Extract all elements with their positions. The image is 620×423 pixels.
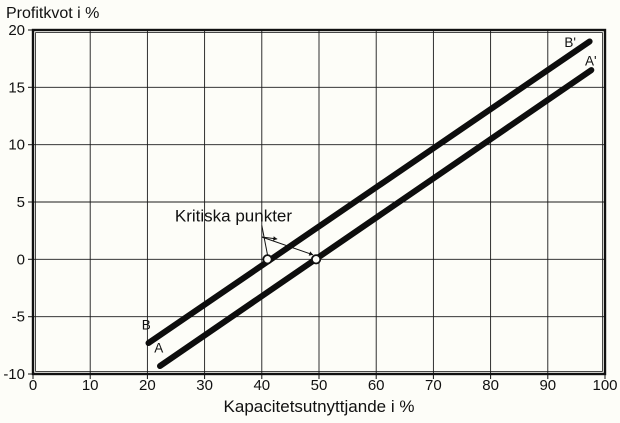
svg-text:A': A' [585,54,597,69]
svg-text:15: 15 [8,79,25,96]
svg-text:10: 10 [8,137,25,154]
svg-text:5: 5 [17,194,25,211]
svg-text:0: 0 [29,377,37,394]
svg-text:100: 100 [592,377,617,394]
svg-text:10: 10 [82,377,99,394]
svg-text:40: 40 [253,377,270,394]
svg-text:60: 60 [368,377,385,394]
svg-text:50: 50 [311,377,328,394]
svg-text:B': B' [564,35,576,50]
svg-text:90: 90 [539,377,556,394]
svg-text:20: 20 [8,22,25,39]
svg-text:A: A [154,341,163,356]
svg-text:Kapacitetsutnyttjande i %: Kapacitetsutnyttjande i % [224,397,415,416]
svg-text:Kritiska punkter: Kritiska punkter [175,207,292,226]
svg-text:-10: -10 [3,366,25,383]
svg-text:0: 0 [17,251,25,268]
svg-text:-5: -5 [12,309,25,326]
svg-text:20: 20 [139,377,156,394]
svg-text:30: 30 [196,377,213,394]
svg-text:80: 80 [482,377,499,394]
svg-text:Profitkvot i %: Profitkvot i % [6,5,99,22]
svg-text:B: B [142,318,151,333]
svg-text:70: 70 [425,377,442,394]
